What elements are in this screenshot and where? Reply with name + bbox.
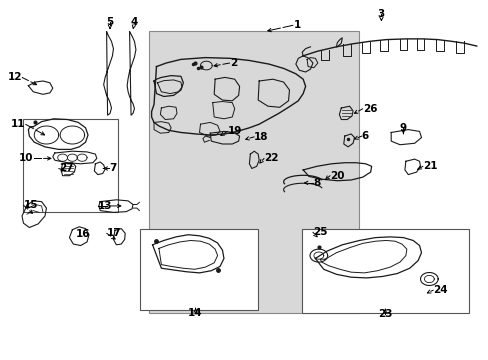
Text: 4: 4 [130,17,138,27]
Text: 19: 19 [227,126,241,136]
Text: 11: 11 [11,119,25,129]
Bar [140,229,258,310]
Bar [302,229,468,313]
Text: 23: 23 [377,309,392,319]
Text: 24: 24 [432,285,447,295]
Bar [149,31,359,313]
Bar [23,119,118,212]
Text: 9: 9 [399,123,406,133]
Text: 1: 1 [293,20,300,30]
Text: 25: 25 [312,227,327,237]
Text: 2: 2 [229,58,237,68]
Text: 14: 14 [188,308,203,318]
Text: 22: 22 [264,153,278,163]
Text: 21: 21 [422,161,437,171]
Text: 7: 7 [109,163,117,174]
Text: 20: 20 [329,171,344,181]
Text: 6: 6 [361,131,368,141]
Text: 17: 17 [106,228,121,238]
Text: 27: 27 [59,163,73,174]
Text: 26: 26 [362,104,377,114]
Text: 18: 18 [254,132,268,142]
Text: 12: 12 [7,72,22,82]
Text: 16: 16 [76,229,90,239]
Text: 8: 8 [312,178,320,188]
Text: 10: 10 [19,153,33,163]
Text: 13: 13 [98,201,112,211]
Text: 15: 15 [23,200,38,210]
Text: 3: 3 [377,9,384,19]
Text: 5: 5 [106,17,113,27]
